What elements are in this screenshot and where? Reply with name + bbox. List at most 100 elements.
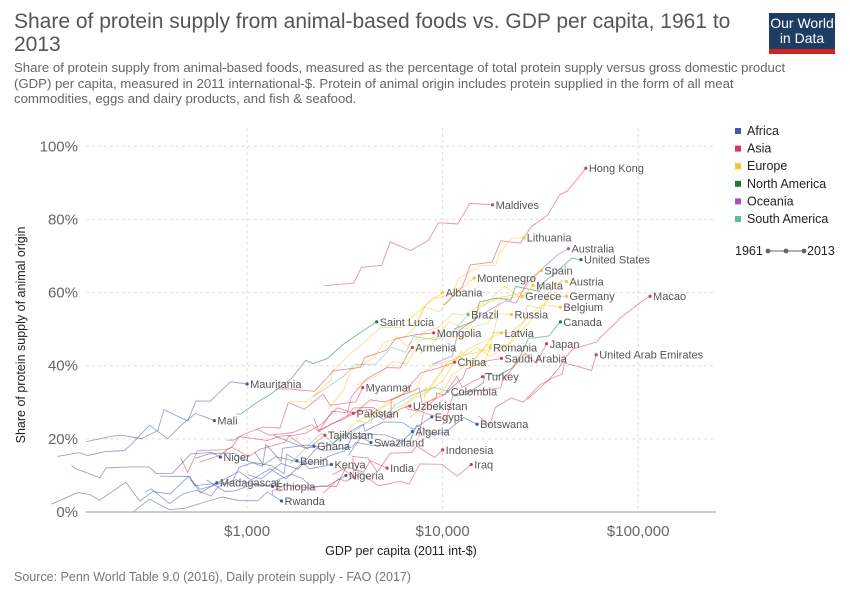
timeline-handle[interactable] [783, 248, 789, 254]
country-point[interactable] [564, 294, 569, 298]
country-point[interactable] [351, 411, 356, 415]
timeline-control[interactable]: 1961 2013 [735, 244, 835, 258]
country-label[interactable]: Ghana [317, 441, 351, 453]
country-label[interactable]: Hong Kong [589, 163, 644, 175]
country-point[interactable] [410, 429, 414, 434]
country-label[interactable]: Latvia [505, 328, 535, 340]
country-label[interactable]: Mali [217, 416, 237, 428]
country-label[interactable]: Macao [653, 291, 686, 303]
country-point[interactable] [445, 389, 450, 393]
country-label[interactable]: Armenia [415, 342, 457, 354]
country-point[interactable] [558, 320, 562, 324]
country-label[interactable]: Indonesia [446, 445, 495, 457]
country-point[interactable] [472, 276, 476, 280]
country-point[interactable] [499, 331, 504, 335]
country-label[interactable]: Iraq [474, 459, 493, 471]
country-label[interactable]: Egypt [435, 412, 463, 424]
country-point[interactable] [539, 269, 544, 273]
country-point[interactable] [215, 481, 219, 485]
country-point[interactable] [564, 280, 569, 284]
country-point[interactable] [452, 360, 457, 364]
country-point[interactable] [584, 166, 588, 170]
country-point[interactable] [490, 203, 495, 207]
country-label[interactable]: Germany [570, 291, 616, 303]
country-label[interactable]: Uzbekistan [413, 401, 467, 413]
country-point[interactable] [385, 466, 389, 470]
country-label[interactable]: Benin [300, 456, 328, 468]
country-point[interactable] [212, 418, 216, 423]
country-point[interactable] [475, 422, 479, 426]
country-label[interactable]: Malta [536, 280, 564, 292]
country-point[interactable] [441, 290, 445, 295]
country-label[interactable]: Spain [544, 266, 572, 278]
country-point[interactable] [488, 345, 492, 350]
country-label[interactable]: Nigeria [349, 470, 385, 482]
country-point[interactable] [279, 499, 284, 503]
country-point[interactable] [408, 404, 412, 408]
country-label[interactable]: Lithuania [527, 233, 573, 245]
country-label[interactable]: Rwanda [285, 496, 326, 508]
timeline-handle[interactable] [801, 248, 807, 254]
country-point[interactable] [295, 459, 299, 463]
country-label[interactable]: Myanmar [366, 383, 412, 395]
country-label[interactable]: Colombia [451, 386, 498, 398]
legend-item[interactable]: Oceania [747, 194, 794, 208]
country-label[interactable]: Maldives [496, 200, 540, 212]
country-label[interactable]: Mauritania [250, 379, 302, 391]
country-label[interactable]: Algeria [415, 427, 450, 439]
country-point[interactable] [466, 312, 470, 317]
country-label[interactable]: Mongolia [437, 328, 483, 340]
country-point[interactable] [558, 305, 562, 309]
country-label[interactable]: Australia [571, 244, 615, 256]
country-point[interactable] [312, 444, 316, 448]
country-label[interactable]: Greece [525, 291, 561, 303]
country-label[interactable]: United States [584, 255, 651, 267]
country-label[interactable]: Madagascar [220, 478, 281, 490]
country-point[interactable] [410, 345, 414, 350]
country-point[interactable] [323, 433, 327, 437]
country-label[interactable]: Swaziland [374, 438, 424, 450]
legend-item[interactable]: North America [747, 177, 826, 191]
country-label[interactable]: India [390, 463, 415, 475]
country-point[interactable] [544, 342, 549, 346]
country-point[interactable] [270, 484, 275, 488]
country-label[interactable]: Romania [493, 342, 538, 354]
country-label[interactable]: Turkey [486, 372, 520, 384]
country-point[interactable] [509, 312, 514, 317]
country-label[interactable]: United Arab Emirates [599, 350, 703, 362]
country-label[interactable]: Austria [570, 277, 605, 289]
country-point[interactable] [361, 386, 365, 390]
country-label[interactable]: Tajikistan [328, 430, 373, 442]
country-point[interactable] [430, 415, 434, 419]
country-label[interactable]: Niger [223, 452, 250, 464]
country-label[interactable]: China [458, 357, 488, 369]
country-point[interactable] [579, 258, 583, 262]
country-point[interactable] [531, 283, 535, 287]
country-point[interactable] [480, 375, 485, 379]
country-label[interactable]: Japan [550, 339, 580, 351]
country-label[interactable]: Saint Lucia [380, 317, 435, 329]
country-label[interactable]: Albania [446, 288, 484, 300]
country-label[interactable]: Canada [563, 317, 602, 329]
timeline-handle[interactable] [765, 248, 771, 254]
legend-item[interactable]: South America [747, 212, 828, 226]
legend-item[interactable]: Europe [747, 159, 787, 173]
country-point[interactable] [369, 440, 373, 445]
owid-logo[interactable]: Our World in Data [769, 13, 835, 54]
country-point[interactable] [432, 331, 436, 335]
country-label[interactable]: Pakistan [356, 408, 398, 420]
country-label[interactable]: Ethiopia [276, 481, 317, 493]
country-point[interactable] [218, 455, 222, 459]
country-point[interactable] [344, 473, 348, 478]
country-point[interactable] [245, 382, 249, 386]
country-point[interactable] [469, 462, 473, 467]
country-point[interactable] [566, 247, 571, 251]
country-label[interactable]: Montenegro [477, 273, 536, 285]
country-point[interactable] [329, 462, 334, 467]
country-point[interactable] [499, 356, 504, 360]
country-point[interactable] [594, 353, 598, 357]
country-label[interactable]: Russia [515, 310, 550, 322]
country-label[interactable]: Kenya [334, 459, 366, 471]
legend-item[interactable]: Africa [747, 124, 779, 138]
country-label[interactable]: Belgium [563, 302, 603, 314]
